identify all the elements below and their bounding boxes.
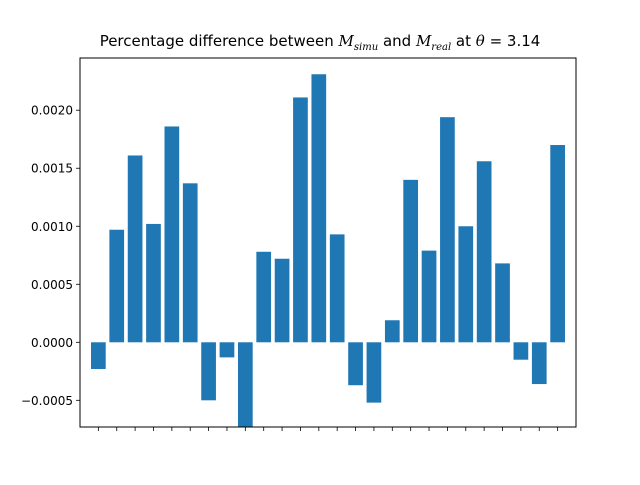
bar-7 bbox=[219, 342, 235, 358]
bar-1 bbox=[109, 229, 125, 343]
y-axis: −0.0005 0.0000 0.0005 0.0010 0.0015 0.0020 bbox=[21, 104, 80, 408]
bar-3 bbox=[146, 223, 161, 343]
bar-4 bbox=[164, 126, 180, 343]
y-tick-label-0: −0.0005 bbox=[21, 394, 73, 408]
bar-10 bbox=[274, 258, 290, 343]
bar-8 bbox=[237, 342, 253, 427]
bar-23 bbox=[513, 342, 529, 360]
bar-24 bbox=[531, 342, 547, 385]
bar-6 bbox=[201, 342, 216, 401]
bar-9 bbox=[256, 251, 272, 343]
y-tick-label-4: 0.0015 bbox=[31, 162, 73, 176]
chart-title: Percentage difference between Msimu and … bbox=[99, 32, 541, 53]
bar-20 bbox=[458, 226, 474, 343]
bar-0 bbox=[91, 342, 106, 369]
x-axis bbox=[97, 427, 559, 431]
bar-15 bbox=[366, 342, 382, 403]
bar-19 bbox=[440, 117, 455, 343]
bar-18 bbox=[421, 250, 437, 343]
bar-13 bbox=[329, 234, 345, 343]
y-tick-label-5: 0.0020 bbox=[31, 104, 73, 118]
bar-17 bbox=[403, 179, 419, 343]
axes-frame bbox=[79, 57, 577, 428]
y-tick-label-2: 0.0005 bbox=[31, 278, 73, 292]
bar-14 bbox=[348, 342, 363, 386]
bar-2 bbox=[127, 155, 143, 343]
bar-21 bbox=[476, 161, 492, 343]
bar-5 bbox=[182, 183, 198, 343]
y-tick-label-1: 0.0000 bbox=[31, 336, 73, 350]
y-tick-label-3: 0.0010 bbox=[31, 220, 73, 234]
bar-12 bbox=[311, 74, 327, 343]
bar-11 bbox=[293, 97, 308, 343]
bar-22 bbox=[495, 263, 510, 343]
bar-16 bbox=[384, 320, 400, 343]
bar-25 bbox=[550, 145, 565, 343]
bar-series bbox=[91, 74, 565, 427]
